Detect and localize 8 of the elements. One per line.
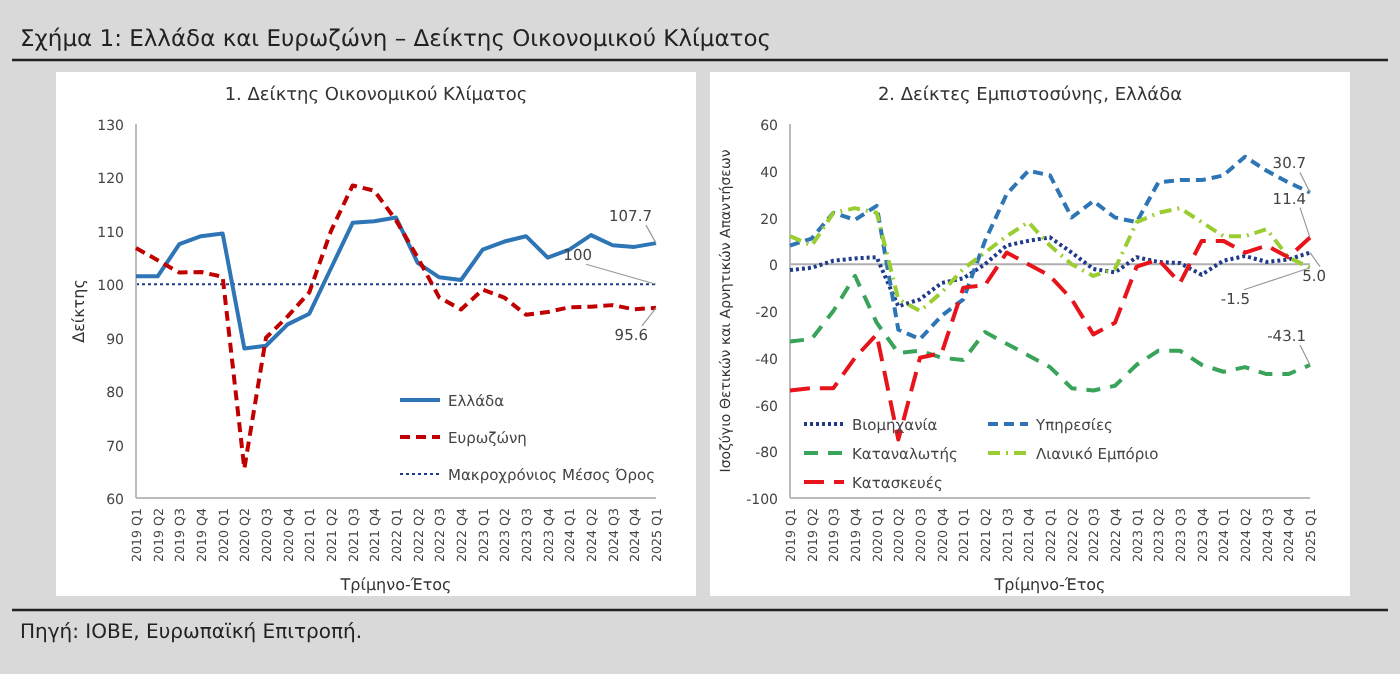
y-axis-title: Δείκτης: [70, 279, 88, 343]
chart-title: 2. Δείκτες Εμπιστοσύνης, Ελλάδα: [877, 84, 1183, 106]
x-axis-title: Τρίμηνο-Έτος: [338, 576, 452, 594]
chart-title: 1. Δείκτης Οικονομικού Κλίματος: [224, 84, 528, 106]
text: Σχήμα 1: Ελλάδα και Ευρωζώνη – Δείκτης Οικονομικού Κλίματος: [20, 24, 772, 52]
text: Πηγή: ΙΟΒΕ, Ευρωπαϊκή Επιτροπή.: [20, 622, 362, 644]
line-series: [134, 183, 658, 471]
x-axis-title: Τρίμηνο-Έτος: [992, 576, 1106, 594]
